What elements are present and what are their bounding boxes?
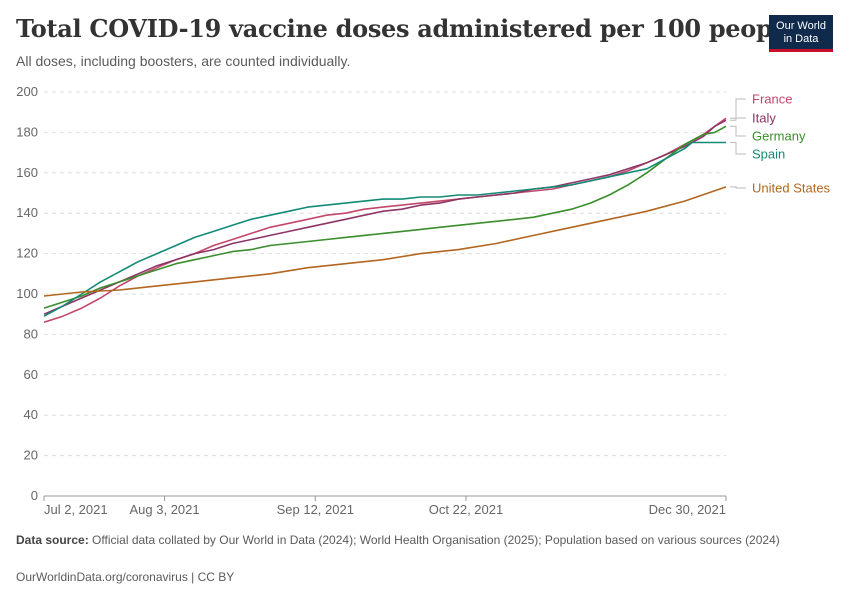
y-tick-label: 140 bbox=[16, 205, 38, 220]
chart-title: Total COVID-19 vaccine doses administere… bbox=[16, 14, 797, 43]
series-line-france bbox=[43, 117, 727, 324]
data-source-text: Official data collated by Our World in D… bbox=[92, 533, 780, 547]
logo-line-2: in Data bbox=[783, 33, 819, 45]
legend-label-italy: Italy bbox=[752, 111, 776, 126]
y-tick-label: 180 bbox=[16, 124, 38, 139]
x-tick-label: Jul 2, 2021 bbox=[44, 502, 108, 517]
y-tick-label: 200 bbox=[16, 84, 38, 99]
y-tick-label: 60 bbox=[24, 367, 38, 382]
y-tick-label: 160 bbox=[16, 165, 38, 180]
y-tick-label: 100 bbox=[16, 286, 38, 301]
credit-link[interactable]: OurWorldinData.org/coronavirus | CC BY bbox=[16, 570, 235, 584]
x-tick-label: Sep 12, 2021 bbox=[277, 502, 354, 517]
owid-logo[interactable]: Our World in Data bbox=[769, 15, 833, 52]
legend-connector-spain bbox=[730, 142, 746, 155]
y-tick-label: 20 bbox=[24, 448, 38, 463]
legend-label-france: France bbox=[752, 92, 792, 107]
x-tick-label: Dec 30, 2021 bbox=[649, 502, 726, 517]
legend-label-germany: Germany bbox=[752, 129, 806, 144]
legend-connector-germany bbox=[730, 125, 746, 137]
y-tick-label: 120 bbox=[16, 246, 38, 261]
legend-connector-france bbox=[730, 98, 746, 119]
legend-connector-united-states bbox=[730, 186, 746, 189]
legend-label-spain: Spain bbox=[752, 147, 785, 162]
logo-line-1: Our World bbox=[776, 20, 826, 32]
x-tick-label: Aug 3, 2021 bbox=[130, 502, 200, 517]
data-source-note: Data source: Official data collated by O… bbox=[16, 533, 806, 548]
legend-connector-italy bbox=[730, 117, 746, 121]
series-line-italy bbox=[43, 119, 727, 315]
x-tick-label: Oct 22, 2021 bbox=[429, 502, 503, 517]
series-line-spain bbox=[43, 141, 726, 317]
legend-label-united-states: United States bbox=[752, 181, 831, 196]
series-line-united-states bbox=[43, 186, 727, 297]
y-tick-label: 0 bbox=[31, 488, 38, 503]
y-tick-label: 80 bbox=[24, 326, 38, 341]
series-line-germany bbox=[43, 125, 727, 309]
data-source-label: Data source: bbox=[16, 533, 89, 547]
y-tick-label: 40 bbox=[24, 407, 38, 422]
chart-subtitle: All doses, including boosters, are count… bbox=[16, 53, 351, 69]
